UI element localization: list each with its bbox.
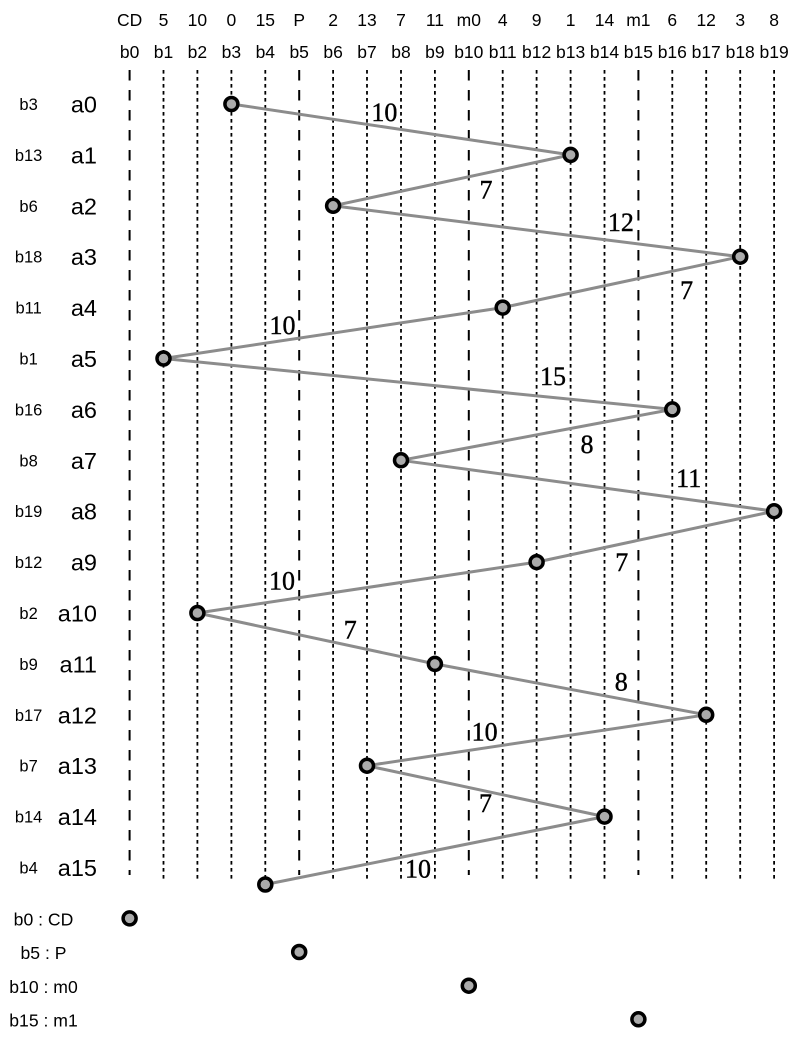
- svg-text:a2: a2: [71, 193, 97, 219]
- svg-text:9: 9: [532, 10, 542, 30]
- svg-text:10: 10: [188, 10, 208, 30]
- svg-text:b1: b1: [19, 351, 37, 369]
- svg-text:b11: b11: [489, 42, 517, 62]
- svg-text:10: 10: [270, 311, 296, 340]
- svg-text:a5: a5: [71, 346, 97, 372]
- svg-text:b8: b8: [391, 42, 410, 62]
- svg-text:a6: a6: [71, 397, 97, 423]
- svg-text:7: 7: [479, 789, 492, 818]
- svg-text:b15: b15: [624, 42, 653, 62]
- svg-text:b13: b13: [15, 147, 43, 165]
- svg-text:a15: a15: [58, 855, 97, 881]
- svg-text:b5 : P: b5 : P: [21, 943, 67, 963]
- svg-text:a7: a7: [71, 448, 97, 474]
- svg-text:a0: a0: [71, 92, 97, 118]
- svg-text:a4: a4: [71, 295, 97, 321]
- svg-text:b15 : m1: b15 : m1: [9, 1011, 77, 1031]
- svg-text:b14: b14: [590, 42, 619, 62]
- svg-text:10: 10: [371, 98, 397, 127]
- svg-text:b4: b4: [19, 860, 37, 878]
- svg-text:b10: b10: [454, 42, 483, 62]
- svg-text:b18: b18: [15, 249, 43, 267]
- svg-text:b2: b2: [188, 42, 207, 62]
- svg-text:b10 : m0: b10 : m0: [9, 977, 78, 997]
- svg-text:b8: b8: [19, 452, 37, 470]
- svg-text:8: 8: [615, 667, 628, 696]
- svg-text:b19: b19: [15, 503, 43, 521]
- svg-text:b13: b13: [556, 42, 585, 62]
- svg-text:b16: b16: [15, 401, 43, 419]
- svg-text:m1: m1: [626, 10, 650, 30]
- svg-text:CD: CD: [117, 10, 142, 30]
- svg-text:a9: a9: [71, 550, 97, 576]
- svg-text:4: 4: [498, 10, 508, 30]
- svg-text:b17: b17: [15, 707, 43, 725]
- svg-text:2: 2: [328, 10, 338, 30]
- svg-text:10: 10: [405, 855, 431, 884]
- svg-text:10: 10: [472, 718, 498, 747]
- svg-text:8: 8: [769, 10, 779, 30]
- svg-text:a1: a1: [71, 142, 97, 168]
- svg-text:a11: a11: [60, 651, 97, 677]
- svg-text:7: 7: [480, 176, 493, 205]
- svg-text:b3: b3: [222, 42, 241, 62]
- svg-text:b9: b9: [425, 42, 444, 62]
- svg-text:7: 7: [344, 616, 357, 645]
- svg-text:7: 7: [615, 548, 628, 577]
- svg-text:1: 1: [566, 10, 576, 30]
- svg-text:13: 13: [357, 10, 376, 30]
- svg-text:7: 7: [396, 10, 406, 30]
- svg-text:b4: b4: [256, 42, 276, 62]
- svg-text:10: 10: [269, 567, 295, 596]
- svg-text:b5: b5: [289, 42, 308, 62]
- svg-text:11: 11: [676, 464, 701, 493]
- svg-text:0: 0: [227, 10, 237, 30]
- svg-text:b1: b1: [154, 42, 173, 62]
- svg-text:b11: b11: [15, 300, 41, 318]
- svg-text:b2: b2: [19, 605, 37, 623]
- svg-text:3: 3: [735, 10, 745, 30]
- svg-text:a13: a13: [58, 753, 97, 779]
- svg-text:a10: a10: [58, 601, 97, 627]
- svg-text:7: 7: [680, 276, 693, 305]
- svg-text:b0: b0: [120, 42, 140, 62]
- svg-text:b17: b17: [692, 42, 721, 62]
- svg-text:b18: b18: [726, 42, 755, 62]
- svg-text:11: 11: [426, 10, 444, 30]
- svg-text:b0 : CD: b0 : CD: [14, 910, 74, 930]
- svg-text:12: 12: [696, 10, 715, 30]
- svg-text:a14: a14: [58, 804, 97, 830]
- svg-text:15: 15: [540, 362, 566, 391]
- svg-text:b12: b12: [522, 42, 551, 62]
- svg-text:P: P: [293, 10, 305, 30]
- svg-text:14: 14: [595, 10, 615, 30]
- svg-text:6: 6: [667, 10, 677, 30]
- svg-text:b12: b12: [15, 554, 43, 572]
- svg-text:b14: b14: [15, 809, 43, 827]
- svg-text:m0: m0: [457, 10, 482, 30]
- svg-text:b6: b6: [19, 198, 37, 216]
- svg-text:b9: b9: [19, 656, 37, 674]
- svg-text:b7: b7: [357, 42, 376, 62]
- svg-text:12: 12: [608, 208, 634, 237]
- svg-text:a3: a3: [71, 244, 97, 270]
- svg-text:b3: b3: [19, 96, 37, 114]
- svg-text:b16: b16: [658, 42, 687, 62]
- svg-text:a8: a8: [71, 499, 97, 525]
- svg-text:15: 15: [256, 10, 275, 30]
- svg-text:5: 5: [159, 10, 169, 30]
- svg-text:b7: b7: [19, 758, 37, 776]
- svg-text:a12: a12: [58, 702, 97, 728]
- svg-text:8: 8: [581, 430, 594, 459]
- svg-text:b19: b19: [759, 42, 788, 62]
- svg-text:b6: b6: [323, 42, 342, 62]
